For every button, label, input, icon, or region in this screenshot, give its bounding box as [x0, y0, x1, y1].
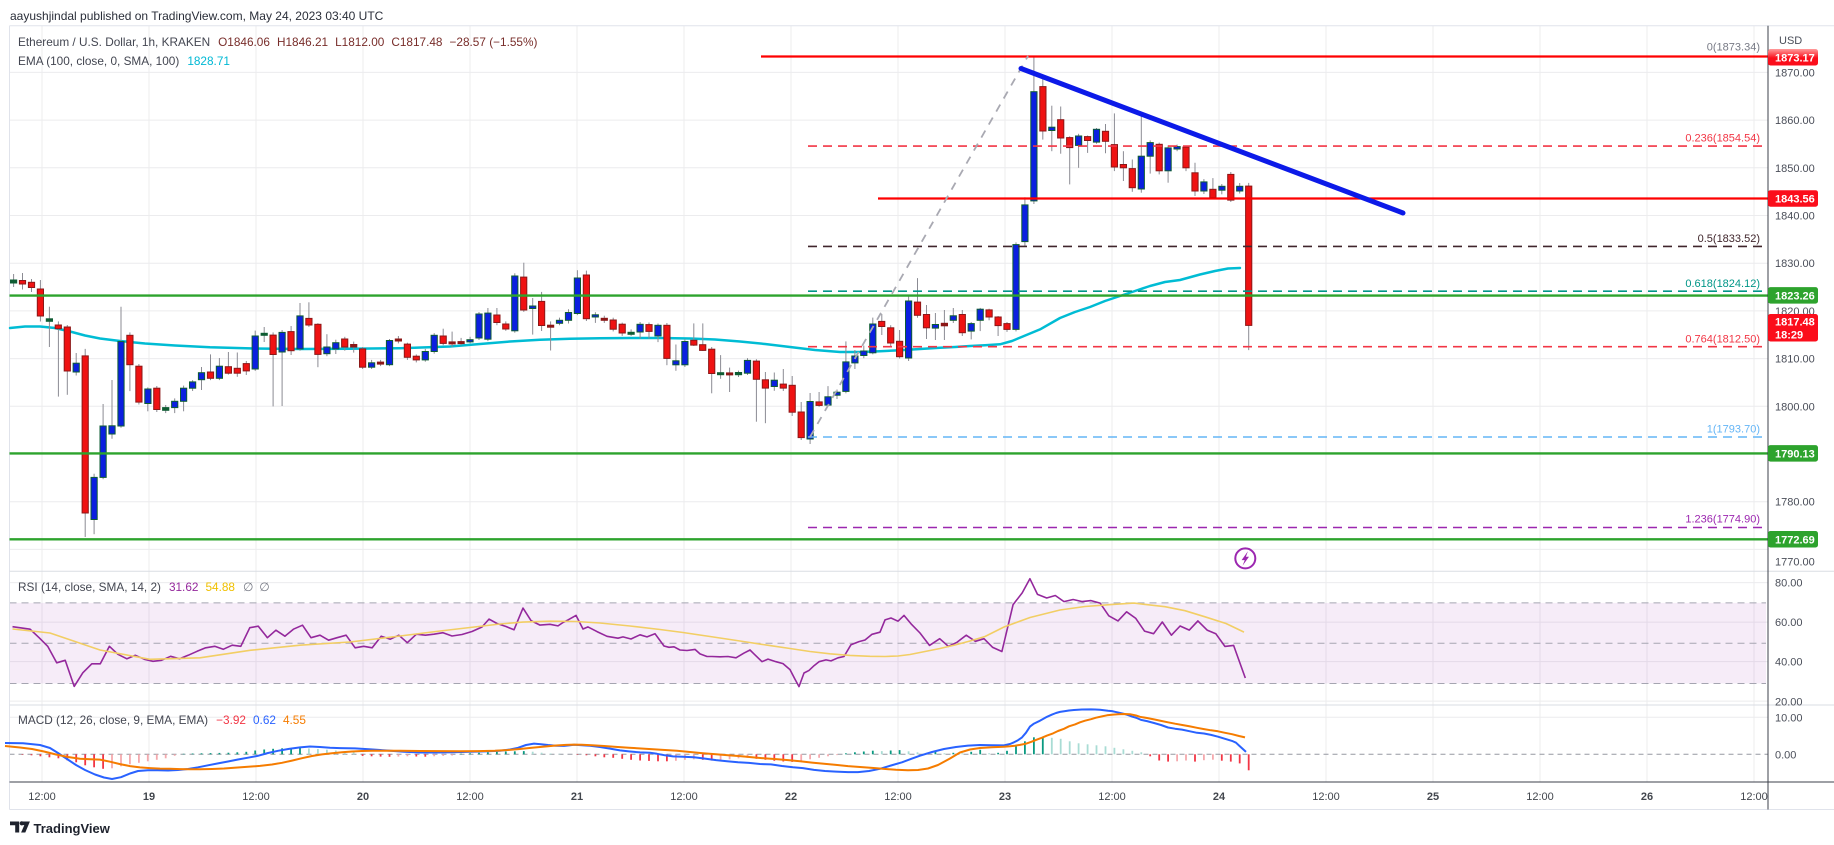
svg-text:1870.00: 1870.00 [1775, 67, 1815, 79]
svg-text:1843.56: 1843.56 [1775, 194, 1815, 206]
svg-text:aayushjindal published on Trad: aayushjindal published on TradingView.co… [10, 9, 384, 23]
svg-text:1800.00: 1800.00 [1775, 401, 1815, 413]
svg-text:1770.00: 1770.00 [1775, 557, 1815, 569]
svg-text:EMA (100, close, 0, SMA, 100)1: EMA (100, close, 0, SMA, 100) 1828.71 [18, 54, 230, 68]
svg-text:1810.00: 1810.00 [1775, 354, 1815, 366]
svg-text:1817.48: 1817.48 [1775, 317, 1815, 329]
svg-text:12:00: 12:00 [456, 791, 484, 803]
svg-text:0.618(1824.12): 0.618(1824.12) [1685, 278, 1760, 290]
svg-text:1780.00: 1780.00 [1775, 497, 1815, 509]
svg-text:12:00: 12:00 [1098, 791, 1126, 803]
svg-text:10.00: 10.00 [1775, 712, 1803, 724]
svg-text:0.00: 0.00 [1775, 749, 1796, 761]
svg-text:1790.13: 1790.13 [1775, 449, 1815, 461]
svg-text:80.00: 80.00 [1775, 578, 1803, 590]
svg-text:USD: USD [1779, 35, 1802, 47]
svg-text:1.236(1774.90): 1.236(1774.90) [1685, 514, 1760, 526]
svg-text:12:00: 12:00 [1740, 791, 1768, 803]
svg-text:0.5(1833.52): 0.5(1833.52) [1698, 233, 1760, 245]
svg-text:1830.00: 1830.00 [1775, 258, 1815, 270]
svg-text:1860.00: 1860.00 [1775, 115, 1815, 127]
svg-text:0(1873.34): 0(1873.34) [1707, 42, 1760, 54]
svg-text:12:00: 12:00 [242, 791, 270, 803]
svg-text:1(1793.70): 1(1793.70) [1707, 424, 1760, 436]
svg-text:18:29: 18:29 [1775, 330, 1803, 342]
svg-text:0.764(1812.50): 0.764(1812.50) [1685, 334, 1760, 346]
svg-text:1840.00: 1840.00 [1775, 211, 1815, 223]
svg-text:40.00: 40.00 [1775, 657, 1803, 669]
svg-text:26: 26 [1641, 791, 1653, 803]
svg-text:1873.17: 1873.17 [1775, 53, 1815, 65]
svg-text:1850.00: 1850.00 [1775, 163, 1815, 175]
svg-text:TradingView: TradingView [34, 821, 111, 836]
svg-text:20: 20 [357, 791, 369, 803]
svg-text:12:00: 12:00 [28, 791, 56, 803]
svg-text:Ethereum / U.S. Dollar, 1h, KR: Ethereum / U.S. Dollar, 1h, KRAKEN O1846.… [18, 35, 537, 49]
svg-text:12:00: 12:00 [1526, 791, 1554, 803]
svg-text:1823.26: 1823.26 [1775, 291, 1815, 303]
svg-text:12:00: 12:00 [884, 791, 912, 803]
svg-text:21: 21 [571, 791, 583, 803]
svg-text:19: 19 [143, 791, 155, 803]
svg-text:1772.69: 1772.69 [1775, 535, 1815, 547]
svg-text:22: 22 [785, 791, 797, 803]
svg-text:MACD (12, 26, close, 9, EMA, E: MACD (12, 26, close, 9, EMA, EMA) −3.92 0.… [18, 713, 306, 727]
svg-text:12:00: 12:00 [1312, 791, 1340, 803]
svg-text:23: 23 [999, 791, 1011, 803]
svg-text:RSI (14, close, SMA, 14, 2)31.: RSI (14, close, SMA, 14, 2) 31.62 54.88 ∅ ∅ [18, 580, 270, 594]
svg-text:60.00: 60.00 [1775, 617, 1803, 629]
svg-text:12:00: 12:00 [670, 791, 698, 803]
svg-text:25: 25 [1427, 791, 1439, 803]
svg-text:20.00: 20.00 [1775, 697, 1803, 709]
svg-text:24: 24 [1213, 791, 1226, 803]
svg-text:0.236(1854.54): 0.236(1854.54) [1685, 133, 1760, 145]
